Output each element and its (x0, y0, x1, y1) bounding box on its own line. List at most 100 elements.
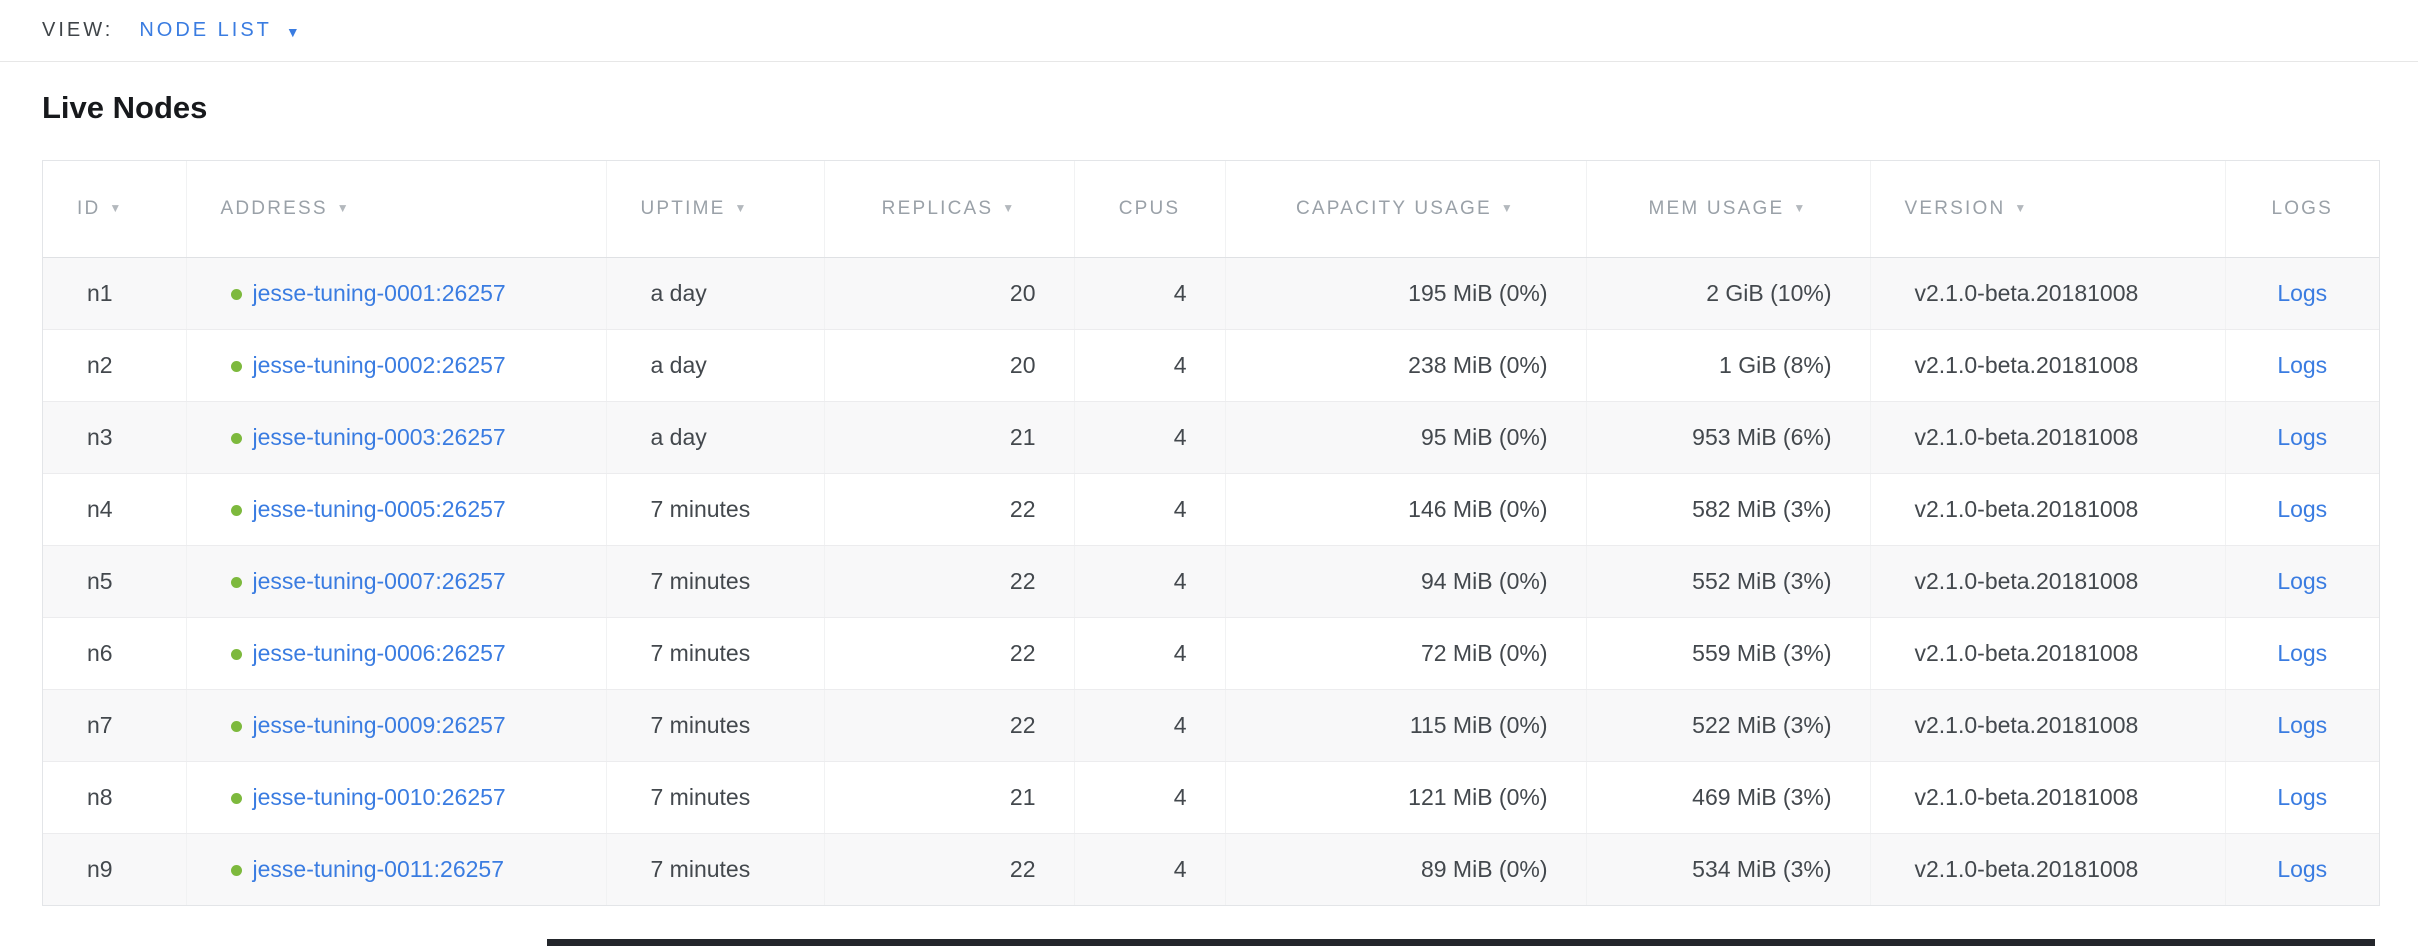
cell-version: v2.1.0-beta.20181008 (1870, 473, 2226, 546)
view-selected-value: NODE LIST (139, 19, 272, 41)
cell-logs: Logs (2225, 833, 2379, 905)
table-row: n8 jesse-tuning-0010:26257 7 minutes 21 4 121… (43, 761, 2379, 834)
column-header-label: UPTIME (640, 197, 726, 219)
cell-mem: 1 GiB (8%) (1586, 329, 1871, 402)
column-header-replicas[interactable]: REPLICAS ▼ (824, 161, 1075, 258)
cell-logs: Logs (2225, 329, 2379, 402)
column-header-label: CAPACITY USAGE (1296, 197, 1492, 219)
cell-version: v2.1.0-beta.20181008 (1870, 545, 2226, 618)
cell-version: v2.1.0-beta.20181008 (1870, 257, 2226, 330)
node-address-link[interactable]: jesse-tuning-0010:26257 (252, 783, 506, 810)
column-header-label: CPUS (1118, 197, 1181, 219)
cell-cpus: 4 (1074, 257, 1226, 330)
cell-id: n6 (43, 617, 187, 690)
node-address-link[interactable]: jesse-tuning-0011:26257 (252, 855, 504, 882)
node-logs-link[interactable]: Logs (2277, 567, 2328, 594)
cell-replicas: 20 (824, 257, 1075, 330)
cell-replicas: 22 (824, 833, 1075, 905)
cell-logs: Logs (2225, 401, 2379, 474)
cell-version: v2.1.0-beta.20181008 (1870, 689, 2226, 762)
node-status-dot (230, 432, 242, 444)
table-row: n5 jesse-tuning-0007:26257 7 minutes 22 4 94 … (43, 545, 2379, 618)
view-selector-dropdown[interactable]: NODE LIST ▼ (139, 19, 299, 42)
cell-mem: 2 GiB (10%) (1586, 257, 1871, 330)
cell-uptime: a day (606, 257, 825, 330)
page-title: Live Nodes (42, 90, 208, 125)
table-row: n2 jesse-tuning-0002:26257 a day 20 4 238 MiB… (43, 329, 2379, 402)
cell-version: v2.1.0-beta.20181008 (1870, 761, 2226, 834)
column-header-label: ADDRESS (220, 197, 328, 219)
column-header-label: LOGS (2271, 197, 2334, 219)
cell-capacity: 72 MiB (0%) (1225, 617, 1587, 690)
cell-address: jesse-tuning-0009:26257 (186, 689, 607, 762)
column-header-address[interactable]: ADDRESS ▼ (186, 161, 607, 258)
column-header-id[interactable]: ID ▼ (43, 161, 187, 258)
node-address-link[interactable]: jesse-tuning-0005:26257 (252, 495, 506, 522)
cell-capacity: 238 MiB (0%) (1225, 329, 1587, 402)
column-header-label: VERSION (1904, 197, 2006, 219)
column-header-logs: LOGS (2225, 161, 2379, 258)
cell-id: n2 (43, 329, 187, 402)
node-address-link[interactable]: jesse-tuning-0006:26257 (252, 639, 506, 666)
node-status-dot (230, 288, 242, 300)
node-logs-link[interactable]: Logs (2277, 279, 2328, 306)
cell-capacity: 95 MiB (0%) (1225, 401, 1587, 474)
table-row: n3 jesse-tuning-0003:26257 a day 21 4 95 MiB … (43, 401, 2379, 474)
cell-uptime: 7 minutes (606, 761, 825, 834)
node-address-link[interactable]: jesse-tuning-0007:26257 (252, 567, 506, 594)
node-logs-link[interactable]: Logs (2277, 495, 2328, 522)
cell-id: n1 (43, 257, 187, 330)
cell-uptime: 7 minutes (606, 689, 825, 762)
column-header-capacity[interactable]: CAPACITY USAGE ▼ (1225, 161, 1587, 258)
cell-replicas: 22 (824, 545, 1075, 618)
cell-logs: Logs (2225, 617, 2379, 690)
table-row: n4 jesse-tuning-0005:26257 7 minutes 22 4 146… (43, 473, 2379, 546)
table-row: n6 jesse-tuning-0006:26257 7 minutes 22 4 72 … (43, 617, 2379, 690)
cell-cpus: 4 (1074, 401, 1226, 474)
cell-cpus: 4 (1074, 617, 1226, 690)
cell-logs: Logs (2225, 257, 2379, 330)
cell-version: v2.1.0-beta.20181008 (1870, 617, 2226, 690)
cell-uptime: 7 minutes (606, 833, 825, 905)
node-logs-link[interactable]: Logs (2277, 639, 2328, 666)
bottom-partial-bar (547, 939, 2375, 946)
table-header-row: ID ▼ ADDRESS ▼ UPTIME ▼ REPLICAS ▼ CPUS CAPACITY … (43, 161, 2379, 258)
cell-id: n4 (43, 473, 187, 546)
cell-id: n3 (43, 401, 187, 474)
node-address-link[interactable]: jesse-tuning-0009:26257 (252, 711, 506, 738)
cell-cpus: 4 (1074, 761, 1226, 834)
column-header-mem[interactable]: MEM USAGE ▼ (1586, 161, 1871, 258)
cell-id: n9 (43, 833, 187, 905)
cell-version: v2.1.0-beta.20181008 (1870, 401, 2226, 474)
cell-address: jesse-tuning-0005:26257 (186, 473, 607, 546)
node-address-link[interactable]: jesse-tuning-0002:26257 (252, 351, 506, 378)
cell-address: jesse-tuning-0002:26257 (186, 329, 607, 402)
node-logs-link[interactable]: Logs (2277, 351, 2328, 378)
node-logs-link[interactable]: Logs (2277, 423, 2328, 450)
cell-capacity: 121 MiB (0%) (1225, 761, 1587, 834)
node-logs-link[interactable]: Logs (2277, 783, 2328, 810)
column-header-version[interactable]: VERSION ▼ (1870, 161, 2226, 258)
cell-logs: Logs (2225, 473, 2379, 546)
sort-desc-icon: ▼ (734, 200, 749, 215)
cell-address: jesse-tuning-0001:26257 (186, 257, 607, 330)
cell-mem: 534 MiB (3%) (1586, 833, 1871, 905)
sort-desc-icon: ▼ (1793, 200, 1808, 215)
sort-desc-icon: ▼ (1500, 200, 1515, 215)
cell-replicas: 20 (824, 329, 1075, 402)
node-logs-link[interactable]: Logs (2277, 711, 2328, 738)
node-address-link[interactable]: jesse-tuning-0001:26257 (252, 279, 506, 306)
cell-logs: Logs (2225, 545, 2379, 618)
table-row: n9 jesse-tuning-0011:26257 7 minutes 22 4 89 … (43, 833, 2379, 905)
cell-id: n7 (43, 689, 187, 762)
cell-address: jesse-tuning-0003:26257 (186, 401, 607, 474)
cell-version: v2.1.0-beta.20181008 (1870, 329, 2226, 402)
cell-cpus: 4 (1074, 689, 1226, 762)
column-header-uptime[interactable]: UPTIME ▼ (606, 161, 825, 258)
node-status-dot (230, 792, 242, 804)
node-status-dot (230, 648, 242, 660)
cell-uptime: a day (606, 401, 825, 474)
node-logs-link[interactable]: Logs (2277, 855, 2328, 882)
cell-replicas: 21 (824, 401, 1075, 474)
node-address-link[interactable]: jesse-tuning-0003:26257 (252, 423, 506, 450)
